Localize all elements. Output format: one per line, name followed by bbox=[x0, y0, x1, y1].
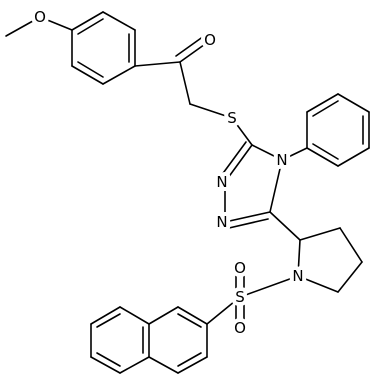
atom-label: N bbox=[216, 173, 227, 191]
atom-label: N bbox=[216, 213, 227, 231]
atom-label: O bbox=[204, 31, 216, 49]
bonds bbox=[5, 11, 370, 374]
atom-label: N bbox=[292, 267, 303, 285]
atom-labels: O O S N N N N S O O bbox=[30, 4, 308, 341]
atom-label: N bbox=[276, 151, 287, 169]
atom-label: O bbox=[234, 259, 246, 277]
atom-label: O bbox=[234, 319, 246, 337]
atom-label: S bbox=[235, 288, 245, 306]
atom-label: O bbox=[34, 8, 46, 26]
atom-label: S bbox=[227, 109, 237, 127]
